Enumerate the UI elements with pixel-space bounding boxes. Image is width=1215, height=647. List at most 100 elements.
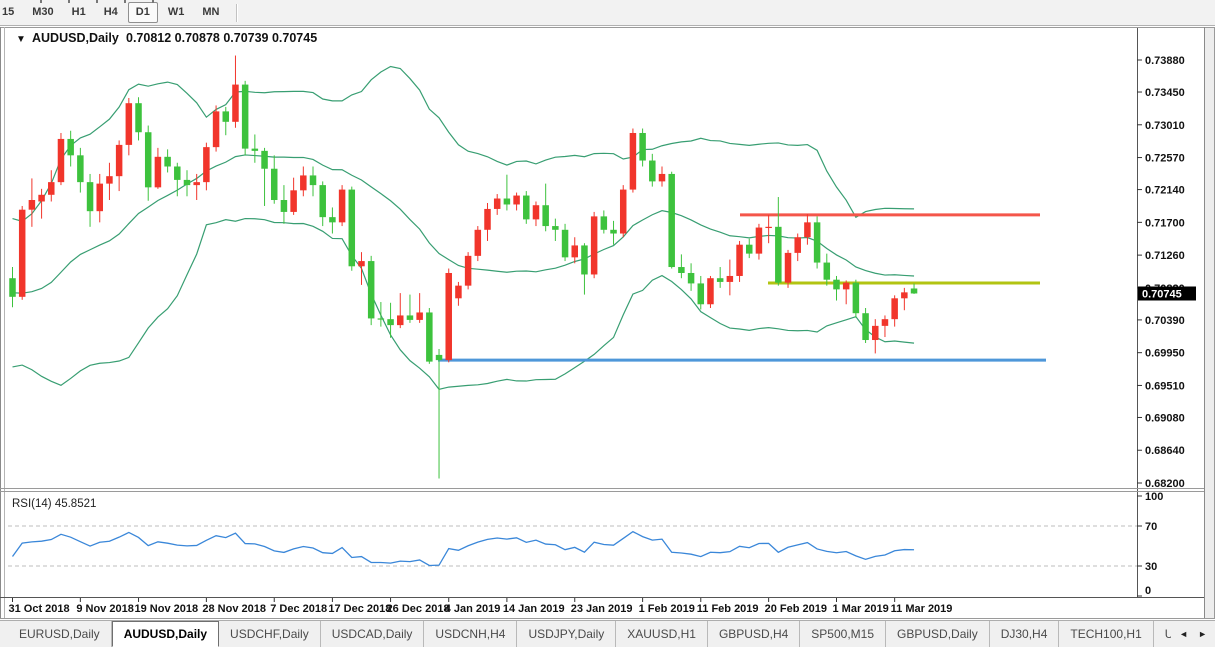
timeframe-button-m30[interactable]: M30 bbox=[32, 6, 54, 18]
tabs-scroll-left-button[interactable]: ◄ bbox=[1179, 629, 1189, 639]
candle-body bbox=[290, 190, 297, 212]
date-axis: 31 Oct 2018 9 Nov 2018 19 Nov 2018 28 Nov 2… bbox=[9, 598, 952, 615]
tab-usdcnh-h4[interactable]: USDCNH,H4 bbox=[424, 621, 518, 647]
svg-text:0.70745: 0.70745 bbox=[1142, 289, 1182, 301]
candle-body bbox=[600, 216, 608, 230]
candle-body bbox=[590, 216, 598, 275]
candle-body bbox=[474, 229, 482, 256]
tab-dj30-h4[interactable]: DJ30,H4 bbox=[990, 621, 1060, 647]
candle-body bbox=[561, 229, 569, 258]
candle-body bbox=[813, 222, 821, 263]
date-tick-label: 31 Oct 2018 bbox=[9, 603, 70, 615]
candle-body bbox=[193, 182, 200, 186]
tab-sp500-m15[interactable]: SP500,M15 bbox=[800, 621, 887, 647]
candle-body bbox=[416, 312, 423, 320]
bollinger-upper-band bbox=[12, 65, 915, 223]
candle-body bbox=[261, 150, 268, 169]
tab-eurusd-daily[interactable]: EURUSD,Daily bbox=[8, 621, 112, 647]
tab-audusd-daily[interactable]: AUDUSD,Daily bbox=[111, 621, 220, 647]
candle-body bbox=[280, 200, 288, 212]
candle-body bbox=[697, 283, 705, 305]
date-tick-label: 28 Nov 2018 bbox=[202, 603, 266, 615]
candle-body bbox=[174, 166, 181, 180]
rsi-tick-label: 0 bbox=[1145, 585, 1151, 597]
candle-body bbox=[300, 175, 307, 191]
candle-body bbox=[493, 198, 501, 209]
candle-body bbox=[484, 208, 491, 230]
toolbar-separator bbox=[236, 3, 239, 22]
price-tick-label: 0.69510 bbox=[1145, 380, 1185, 392]
candle-body bbox=[435, 354, 443, 361]
tab-ukc[interactable]: UKC bbox=[1164, 627, 1172, 641]
price-tick-label: 0.71700 bbox=[1145, 217, 1185, 229]
candle-body bbox=[794, 237, 801, 253]
tab-gbpusd-h4[interactable]: GBPUSD,H4 bbox=[708, 621, 801, 647]
timeframe-button-h1[interactable]: H1 bbox=[71, 6, 86, 18]
tab-usdchf-daily[interactable]: USDCHF,Daily bbox=[219, 621, 321, 647]
candle-body bbox=[96, 183, 103, 212]
tab-usdcad-daily[interactable]: USDCAD,Daily bbox=[321, 621, 425, 647]
candle-body bbox=[523, 195, 530, 220]
rsi-tick-label: 30 bbox=[1145, 561, 1157, 573]
candle-body bbox=[532, 205, 540, 220]
candle-body bbox=[658, 173, 666, 182]
tab-scroll-controls: ◄ ► bbox=[1171, 621, 1215, 647]
rsi-tick-label: 70 bbox=[1145, 521, 1157, 533]
candle-body bbox=[901, 292, 908, 299]
chart-symbol-label: AUDUSD,Daily bbox=[32, 31, 119, 45]
candle-body bbox=[9, 278, 16, 297]
timeframe-button-w1[interactable]: W1 bbox=[167, 6, 185, 18]
date-tick-label: 23 Jan 2019 bbox=[571, 603, 633, 615]
candle-body bbox=[397, 315, 404, 326]
timeframe-button-h4[interactable]: H4 bbox=[103, 6, 118, 18]
price-tick-label: 0.71260 bbox=[1145, 250, 1185, 262]
tab-usdjpy-daily[interactable]: USDJPY,Daily bbox=[517, 621, 617, 647]
candle-body bbox=[610, 229, 617, 234]
candle-body bbox=[581, 245, 588, 275]
price-tick-label: 0.73010 bbox=[1145, 120, 1185, 132]
tab-tech100-h1[interactable]: TECH100,H1 bbox=[1059, 621, 1154, 647]
candle-body bbox=[183, 179, 191, 186]
timeframe-button-d1[interactable]: D1 bbox=[127, 2, 158, 23]
date-tick-label: 11 Feb 2019 bbox=[697, 603, 759, 615]
candle-body bbox=[338, 189, 346, 223]
date-tick-label: 20 Feb 2019 bbox=[765, 603, 827, 615]
price-tick-label: 0.73880 bbox=[1145, 55, 1185, 67]
date-tick-label: 26 Dec 2018 bbox=[387, 603, 450, 615]
candle-body bbox=[358, 261, 365, 267]
candle-body bbox=[222, 111, 230, 122]
candle-body bbox=[251, 148, 259, 151]
candle-body bbox=[203, 147, 210, 183]
price-tick-label: 0.72140 bbox=[1145, 185, 1185, 197]
candle-body bbox=[455, 285, 462, 299]
tabs-scroll-right-button[interactable]: ► bbox=[1198, 629, 1207, 639]
panel-divider[interactable] bbox=[0, 487, 1204, 493]
candle-body bbox=[106, 176, 113, 184]
candle-body bbox=[765, 226, 772, 229]
candle-body bbox=[910, 288, 918, 294]
candle-body bbox=[716, 278, 724, 282]
tab-gbpusd-daily[interactable]: GBPUSD,Daily bbox=[886, 621, 990, 647]
price-tick-label: 0.73450 bbox=[1145, 87, 1185, 99]
candle-body bbox=[552, 226, 559, 230]
candle-body bbox=[18, 209, 26, 297]
tab-xauusd-h1[interactable]: XAUUSD,H1 bbox=[616, 621, 708, 647]
candle-body bbox=[842, 282, 850, 290]
bollinger-bands bbox=[12, 65, 915, 390]
timeframe-button-15[interactable]: 15 bbox=[2, 6, 15, 18]
candle-body bbox=[212, 111, 220, 148]
chart-background bbox=[0, 26, 1215, 620]
date-tick-label: 14 Jan 2019 bbox=[503, 603, 565, 615]
chart-window[interactable]: ▼ AUDUSD,Daily 0.70812 0.70878 0.70739 0… bbox=[0, 26, 1215, 620]
candle-body bbox=[823, 262, 831, 280]
candle-body bbox=[135, 103, 142, 133]
price-tick-label: 0.68200 bbox=[1145, 478, 1185, 490]
candle-body bbox=[745, 244, 753, 254]
candle-body bbox=[881, 319, 889, 326]
candle-body bbox=[48, 182, 55, 195]
candle-body bbox=[649, 160, 656, 182]
date-tick-label: 17 Dec 2018 bbox=[328, 603, 391, 615]
candle-body bbox=[678, 267, 685, 273]
candle-body bbox=[125, 103, 133, 145]
timeframe-button-mn[interactable]: MN bbox=[202, 6, 220, 18]
